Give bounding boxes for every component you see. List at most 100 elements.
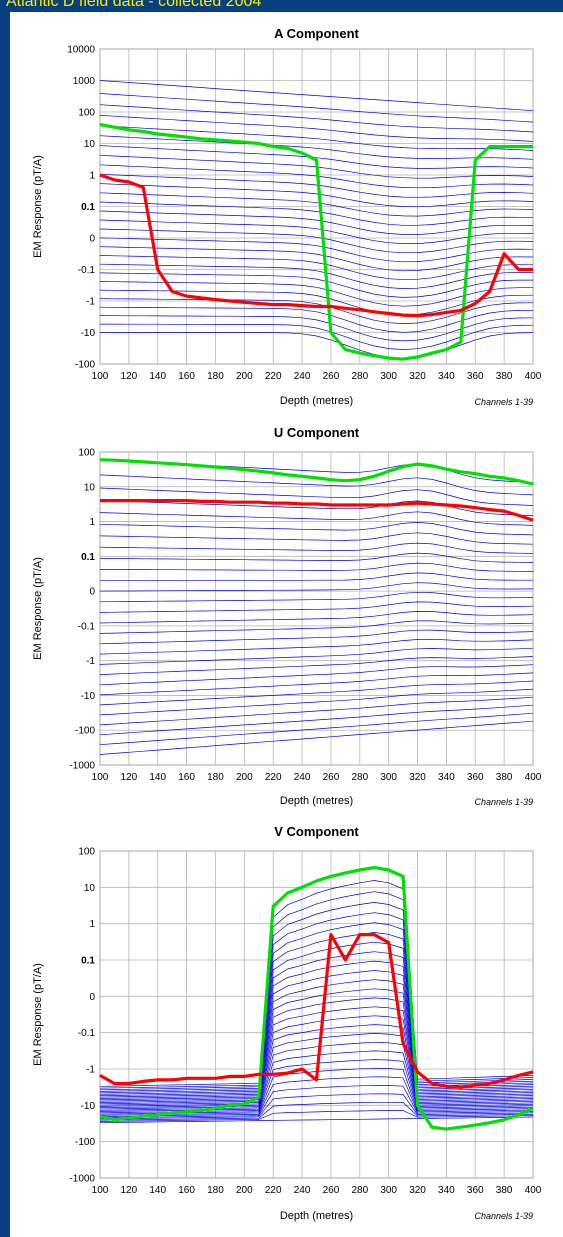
channel-trace <box>99 306 534 333</box>
channel-trace <box>99 941 534 1098</box>
channel-trace <box>99 228 534 254</box>
channels-note: Channels 1-39 <box>474 1211 533 1221</box>
channel-trace <box>99 263 533 289</box>
y-axis-label: EM Response (pT/A) <box>32 963 44 1066</box>
channel-trace <box>99 620 534 634</box>
channel-trace <box>99 104 534 133</box>
channel-trace <box>99 720 534 755</box>
channel-trace <box>99 562 534 572</box>
channel-trace <box>99 1101 534 1121</box>
x-tick-label: 280 <box>351 371 368 382</box>
x-tick-label: 100 <box>92 371 109 382</box>
x-tick-label: 220 <box>265 1185 282 1196</box>
chart-title: A Component <box>274 26 359 41</box>
channel-trace <box>99 272 533 298</box>
chart-panel: 100 120 140 160 180 200 220 240 260 280 300 320 340 3… <box>10 12 563 1237</box>
chart-title: V Component <box>274 824 359 839</box>
x-tick-label: 120 <box>121 371 138 382</box>
red-channel-line <box>99 173 533 318</box>
x-tick-label: 340 <box>438 1185 455 1196</box>
banner-title: Atlantic D field data - collected 2004 <box>6 0 262 10</box>
channel-trace <box>99 145 534 169</box>
x-tick-label: 100 <box>92 772 109 783</box>
x-tick-label: 300 <box>380 371 397 382</box>
channel-trace <box>99 500 534 516</box>
y-tick-label: 1000 <box>73 76 96 87</box>
channel-trace <box>99 672 534 696</box>
x-tick-label: 120 <box>121 772 138 783</box>
channel-trace <box>99 688 534 716</box>
x-tick-label: 320 <box>409 371 426 382</box>
channel-trace <box>99 638 534 655</box>
x-tick-label: 380 <box>496 1185 513 1196</box>
channel-trace <box>99 1093 534 1120</box>
y-tick-label: 10 <box>84 883 96 894</box>
green-channel-line <box>99 865 534 1131</box>
y-tick-label: 0 <box>89 587 95 598</box>
channel-trace <box>99 474 534 496</box>
y-tick-label: 10 <box>84 139 96 150</box>
x-tick-label: 140 <box>149 772 166 783</box>
x-tick-label: 280 <box>351 772 368 783</box>
channel-trace <box>99 664 534 686</box>
y-tick-label: 100 <box>78 448 95 459</box>
channel-trace <box>99 988 534 1105</box>
channel-trace <box>99 246 534 272</box>
x-axis-label: Depth (metres) <box>280 795 353 807</box>
x-tick-label: 240 <box>294 1185 311 1196</box>
channel-trace <box>99 1110 534 1122</box>
channel-trace <box>99 696 534 726</box>
plot-area <box>99 850 534 1179</box>
y-tick-label: 10 <box>84 482 96 493</box>
green-channel-line <box>99 122 533 361</box>
y-tick-label: -1 <box>86 297 95 308</box>
x-tick-label: 240 <box>294 371 311 382</box>
y-tick-label: -1 <box>86 656 95 667</box>
x-tick-label: 200 <box>236 772 253 783</box>
channel-trace <box>99 591 534 603</box>
x-tick-label: 380 <box>496 772 513 783</box>
channel-trace <box>99 582 534 592</box>
x-tick-label: 240 <box>294 772 311 783</box>
channel-trace <box>99 219 534 244</box>
y-tick-label: -0.1 <box>78 265 96 276</box>
channel-trace <box>99 115 534 142</box>
channel-trace <box>99 255 534 281</box>
channel-trace <box>99 532 534 545</box>
x-tick-label: 300 <box>380 1185 397 1196</box>
x-tick-label: 260 <box>323 1185 340 1196</box>
x-tick-label: 280 <box>351 1185 368 1196</box>
channel-trace <box>99 1084 534 1119</box>
channel-trace <box>99 487 534 506</box>
channel-trace <box>99 601 534 613</box>
x-tick-label: 140 <box>149 1185 166 1196</box>
y-tick-label: 0.1 <box>81 956 95 967</box>
y-tick-label: 0 <box>89 992 95 1003</box>
channel-trace <box>99 542 534 554</box>
x-tick-label: 140 <box>149 371 166 382</box>
red-channel-line <box>99 932 534 1090</box>
channel-trace <box>99 93 534 123</box>
x-tick-label: 360 <box>467 1185 484 1196</box>
channel-trace <box>99 891 534 1091</box>
y-axis-label: EM Response (pT/A) <box>32 557 44 660</box>
channel-trace <box>99 951 534 1099</box>
chart-title: U Component <box>274 425 360 440</box>
y-tick-label: 0 <box>89 234 95 245</box>
y-tick-label: -1 <box>86 1065 95 1076</box>
x-tick-label: 200 <box>236 1185 253 1196</box>
x-tick-label: 400 <box>525 772 542 783</box>
x-tick-label: 340 <box>438 371 455 382</box>
x-tick-label: 260 <box>323 371 340 382</box>
y-tick-label: 0.1 <box>81 552 95 563</box>
channel-trace <box>99 522 534 536</box>
x-tick-label: 180 <box>207 371 224 382</box>
channel-trace <box>99 902 534 1092</box>
green-channel-line <box>99 458 534 486</box>
y-tick-label: 10000 <box>67 45 95 56</box>
channel-trace <box>99 80 534 112</box>
x-tick-label: 160 <box>178 1185 195 1196</box>
channel-trace <box>99 183 534 208</box>
channel-trace <box>99 511 534 526</box>
channel-trace <box>99 680 534 706</box>
